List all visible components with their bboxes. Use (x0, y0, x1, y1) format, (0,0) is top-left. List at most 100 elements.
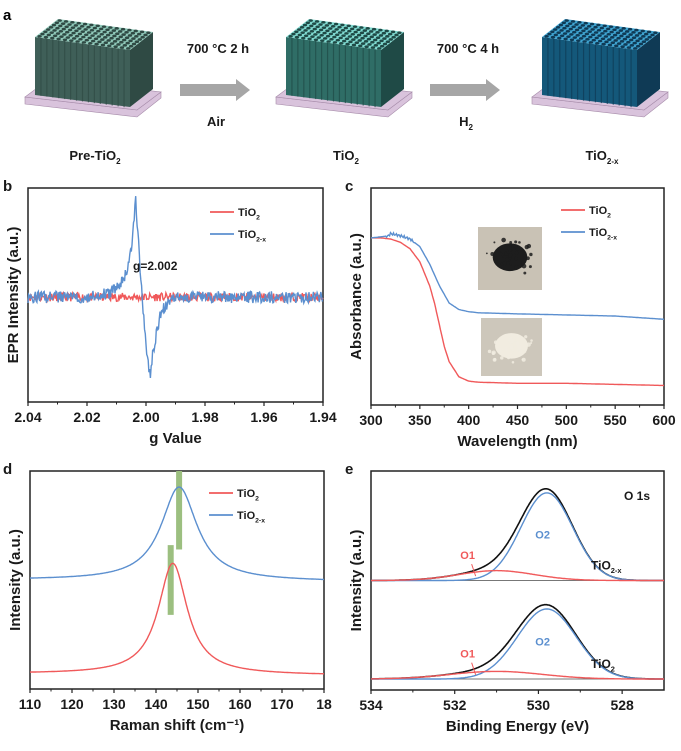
powder-grain (521, 357, 526, 362)
tube-hole (126, 47, 131, 50)
tube-hole (335, 38, 341, 42)
tube-hole (88, 41, 93, 45)
powder-grain (508, 253, 513, 258)
tube-hole (58, 29, 64, 33)
tube-hole (115, 32, 120, 36)
tube-hole (92, 26, 98, 30)
powder-grain (504, 346, 508, 349)
tube-hole (631, 36, 637, 40)
tube-hole (359, 26, 364, 29)
o1-label: O1 (460, 649, 475, 661)
legend-label: TiO2-x (238, 229, 266, 243)
o2-label: O2 (535, 529, 550, 541)
tube-hole (631, 31, 636, 34)
x-tick-label: 350 (408, 412, 432, 428)
powder-grain (521, 263, 527, 269)
o1-component-TiO2-x (371, 569, 664, 582)
tube-hole (299, 26, 305, 29)
legend-label-main: TiO (237, 510, 256, 522)
tube-hole (605, 27, 611, 31)
tube-hole (340, 23, 345, 27)
legend-label-main: TiO (238, 207, 257, 219)
tube-hole (575, 33, 580, 37)
tube-hole (553, 33, 559, 37)
panel-e-xps-chart: e 534 532 530 528 Binding Energy (eV) Intensit… (345, 461, 665, 735)
x-axis-label: Binding Energy (eV) (446, 718, 589, 735)
tube-hole (137, 38, 142, 41)
tube-hole (328, 27, 333, 30)
powder-grain (500, 356, 504, 360)
tube-hole (372, 33, 377, 36)
tube-hole (597, 39, 603, 43)
tube-hole (316, 30, 321, 34)
tube-hole (547, 32, 552, 36)
tube-hole (596, 23, 601, 27)
tube-hole (55, 26, 60, 30)
tube-hole (378, 34, 384, 37)
tube-hole (332, 41, 338, 44)
tube-hole (357, 39, 362, 42)
tube-hole (556, 31, 561, 34)
powder-grain (524, 335, 528, 339)
tube-hole (62, 38, 68, 42)
tube-hole (544, 35, 549, 38)
stage-label-subscript: 2 (116, 157, 121, 166)
o2-label: O2 (535, 636, 550, 648)
tube-hole (314, 20, 320, 23)
tube-hole (597, 34, 602, 37)
tube-hole (591, 38, 597, 42)
tube-hole (109, 42, 115, 45)
powder-grain (485, 252, 488, 255)
tube-hole (310, 35, 315, 38)
tube-hole (106, 39, 111, 42)
legend-label-subscript: 2-x (607, 234, 617, 241)
tube-hole (618, 29, 624, 32)
tube-hole (90, 39, 96, 43)
tube-hole (561, 21, 567, 25)
spectrum-sample-label-main: TiO (591, 559, 611, 573)
tube-hole (294, 35, 300, 39)
powder-grain (506, 251, 509, 254)
tube-hole (100, 38, 105, 41)
x-tick-label: 534 (359, 697, 383, 713)
tube-hole (140, 35, 145, 39)
tube-hole (571, 25, 576, 29)
step-condition: 700 °C 2 h (187, 41, 249, 56)
tube-hole (107, 44, 112, 48)
array-side-face (130, 32, 153, 107)
tube-hole (301, 36, 306, 40)
tube-hole (70, 20, 75, 24)
tube-hole (569, 33, 574, 36)
powder-grain (530, 339, 533, 342)
tube-hole (50, 36, 55, 40)
tube-hole (569, 38, 575, 42)
tube-hole (385, 35, 390, 38)
tube-hole (354, 41, 360, 45)
tube-hole (108, 26, 113, 29)
tube-hole (603, 29, 608, 33)
tube-hole (294, 30, 299, 34)
x-tick-label: 500 (555, 412, 579, 428)
nanotube-array-2 (531, 19, 669, 118)
tube-hole (354, 36, 359, 39)
tube-hole (312, 27, 317, 31)
tube-hole (590, 28, 595, 31)
tube-hole (353, 30, 358, 34)
tube-hole (127, 34, 133, 37)
powder-grain (493, 340, 498, 345)
tube-hole (572, 36, 578, 39)
x-tick-label: 1.98 (191, 409, 218, 425)
tube-hole (377, 47, 382, 50)
tube-hole (622, 32, 627, 36)
tube-hole (131, 37, 136, 40)
tube-hole (593, 31, 599, 34)
tube-hole (610, 41, 616, 45)
tube-hole (288, 35, 293, 38)
tube-hole (358, 44, 363, 48)
tube-hole (351, 43, 357, 47)
tube-hole (349, 27, 355, 31)
powder-grain (508, 257, 512, 260)
legend-label-main: TiO (237, 488, 256, 500)
tube-hole (562, 32, 568, 35)
tube-hole (341, 39, 347, 43)
